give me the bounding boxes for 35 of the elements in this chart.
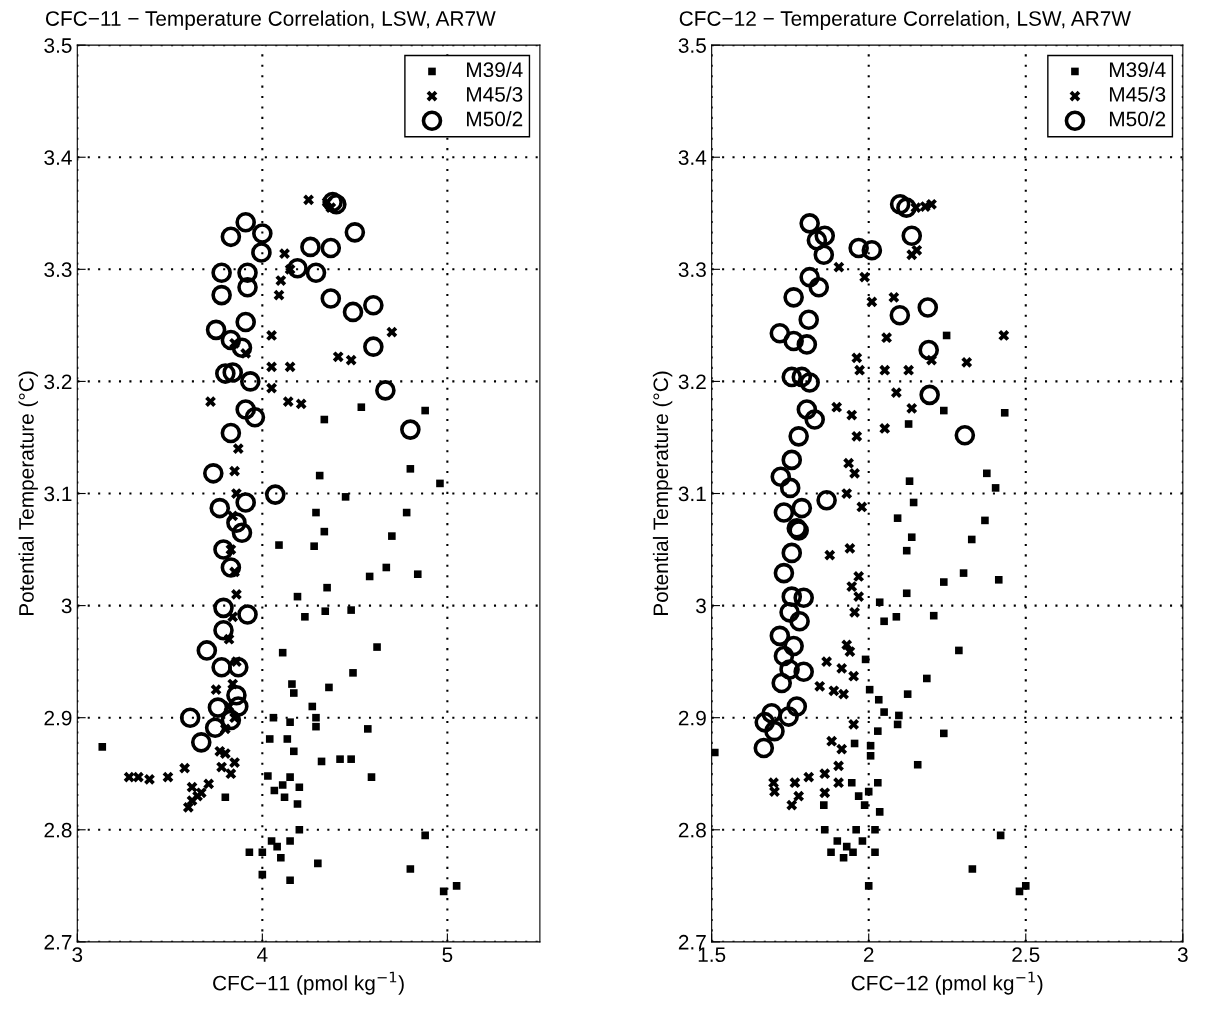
x-tick-label: 3 bbox=[1177, 947, 1188, 963]
x-tick-label: 2.5 bbox=[1012, 947, 1040, 963]
legend-label: M45/3 bbox=[1109, 86, 1166, 102]
y-tick-label: 3 bbox=[61, 598, 72, 614]
x-axis-title: CFC−11 (pmol kg$^{−1}$) bbox=[213, 971, 404, 995]
x-tick-label: 5 bbox=[442, 947, 453, 963]
y-tick-label: 3.4 bbox=[44, 150, 72, 165]
legend-label: M50/2 bbox=[467, 111, 523, 127]
x-tick-label: 4 bbox=[257, 947, 268, 962]
y-tick-label: 3.2 bbox=[678, 374, 706, 390]
y-tick-label: 3.3 bbox=[678, 262, 706, 278]
y-tick-label: 3.5 bbox=[44, 38, 72, 53]
legend-label: M50/2 bbox=[1109, 111, 1166, 127]
legend-label: M39/4 bbox=[1109, 61, 1166, 78]
y-tick-label: 3.5 bbox=[678, 38, 706, 53]
x-tick-label: 3 bbox=[72, 947, 83, 963]
y-tick-label: 2.9 bbox=[678, 710, 706, 726]
y-tick-label: 2.8 bbox=[678, 822, 706, 838]
y-tick-label: 3.4 bbox=[678, 150, 707, 165]
y-axis-title: Potential Temperature (°C) bbox=[652, 371, 673, 616]
y-tick-label: 3.1 bbox=[678, 486, 706, 502]
x-axis-title: CFC−12 (pmol kg$^{−1}$) bbox=[851, 971, 1043, 995]
y-tick-label: 3 bbox=[696, 598, 706, 614]
legend-label: M39/4 bbox=[467, 61, 523, 78]
legend-label: M45/3 bbox=[467, 86, 523, 102]
chart-title: CFC−12 − Temperature Correlation, LSW, AR7W bbox=[679, 10, 1131, 31]
x-tick-label: 2 bbox=[863, 947, 874, 962]
y-tick-label: 2.7 bbox=[44, 934, 72, 950]
chart-title: CFC−11 − Temperature Correlation, LSW, AR7W bbox=[45, 10, 496, 31]
y-tick-label: 2.8 bbox=[44, 822, 72, 838]
y-tick-label: 3.3 bbox=[44, 262, 72, 278]
y-tick-label: 2.9 bbox=[44, 710, 72, 726]
y-tick-label: 3.2 bbox=[44, 374, 72, 390]
y-axis-title: Potential Temperature (°C) bbox=[18, 371, 38, 616]
y-tick-label: 3.1 bbox=[44, 486, 72, 502]
